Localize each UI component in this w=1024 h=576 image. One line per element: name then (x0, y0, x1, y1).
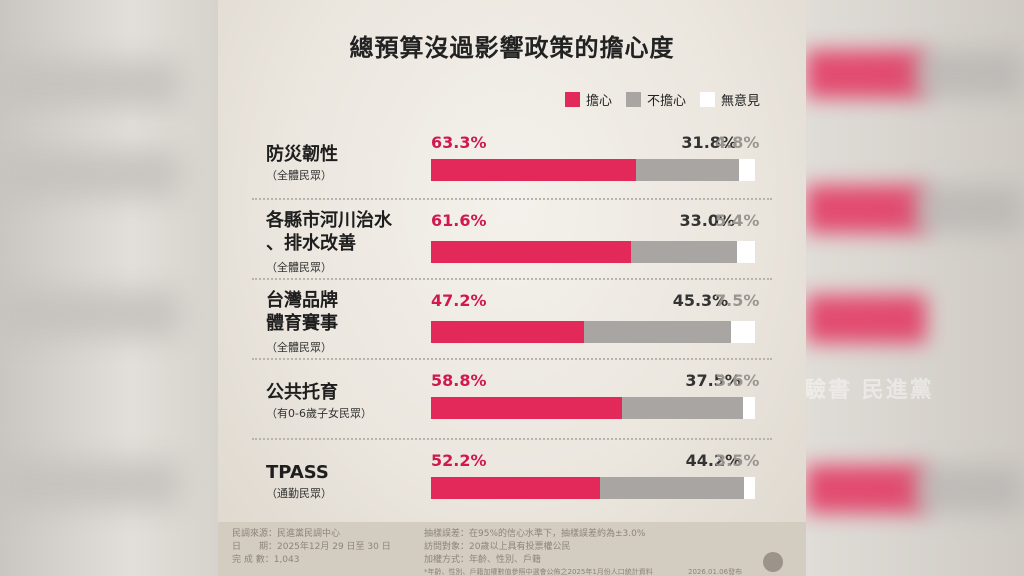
row-divider (252, 278, 772, 280)
bar-segment-worried (431, 241, 631, 263)
data-label-not-worried: 37.5% (685, 371, 741, 390)
data-label-worried: 47.2% (431, 291, 487, 310)
data-label-not-worried: 31.8% (681, 133, 737, 152)
stacked-bar (431, 477, 755, 499)
background-left (0, 0, 218, 576)
data-label-not-worried: 44.2% (685, 451, 742, 470)
stacked-bar (431, 159, 755, 181)
category-label: 台灣品牌 體育賽事 (266, 290, 338, 334)
data-label-no-opinion: 4.8% (715, 133, 760, 152)
legend-swatch (625, 92, 641, 107)
legend-swatch (564, 92, 580, 107)
legend-label: 無意見 (720, 94, 760, 109)
blurred-shape (0, 460, 180, 508)
bar-segment-no-opinion (737, 241, 755, 263)
data-label-worried: 52.2% (431, 451, 487, 470)
data-label-no-opinion: 3.6% (715, 371, 760, 390)
bar-segment-worried (431, 321, 584, 343)
blurred-shape (916, 50, 1024, 98)
footer-sample: 完 成 數：1,043 (232, 555, 300, 565)
data-label-no-opinion: 5.4% (715, 211, 760, 230)
blurred-shape (916, 185, 1024, 233)
bar-segment-no-opinion (739, 159, 755, 181)
logo-icon (763, 552, 783, 572)
stacked-bar (431, 241, 755, 263)
legend-label: 擔心 (585, 94, 612, 109)
row-divider (252, 198, 772, 200)
row-divider (252, 358, 772, 360)
bar-segment-no-opinion (730, 321, 755, 343)
bar-segment-not-worried (621, 397, 744, 419)
category-subgroup: （全體民眾） (266, 341, 332, 354)
footer-published: 2026.01.06發布 (688, 568, 743, 576)
data-label-worried: 63.3% (431, 133, 487, 152)
bar-segment-not-worried (636, 159, 740, 181)
legend-item-no-opinion: 無意見 (699, 90, 760, 109)
legend-item-not-worried: 不擔心 (625, 90, 686, 109)
footer-weighting: 加權方式：年齡、性別、戶籍 (424, 555, 542, 565)
blurred-bar (806, 50, 926, 98)
blurred-bar (806, 465, 926, 513)
data-label-not-worried: 45.3% (672, 291, 729, 310)
data-label-worried: 61.6% (431, 211, 487, 230)
category-label: 各縣市河川治水 、排水改善 (266, 210, 392, 254)
footer-note: *年齡、性別、戶籍加權數值參照中選會公佈之2025年1月份人口統計資料 (424, 568, 653, 576)
bar-segment-no-opinion (743, 477, 755, 499)
data-label-not-worried: 33.0% (679, 211, 736, 230)
blurred-shape (0, 290, 180, 338)
legend: 擔心 不擔心 無意見 (564, 90, 760, 109)
data-label-worried: 58.8% (431, 371, 487, 390)
category-subgroup: （全體民眾） (266, 169, 332, 182)
data-label-no-opinion: 3.5% (715, 451, 760, 470)
background-right (806, 0, 1024, 576)
legend-label: 不擔心 (646, 94, 686, 109)
legend-swatch (699, 92, 715, 107)
category-subgroup: （有0-6歲子女民眾） (266, 407, 372, 420)
category-subgroup: （全體民眾） (266, 261, 332, 274)
blurred-shape (916, 465, 1024, 513)
bar-segment-worried (431, 397, 622, 419)
bar-segment-worried (431, 159, 637, 181)
blurred-shape (0, 60, 180, 108)
footer-error: 抽樣誤差：在95%的信心水準下，抽樣誤差約為±3.0% (424, 529, 646, 539)
category-label: 公共托育 (266, 382, 338, 403)
bar-segment-not-worried (600, 477, 744, 499)
stacked-bar (431, 397, 755, 419)
bar-segment-not-worried (583, 321, 731, 343)
category-label: 防災韌性 (266, 144, 338, 165)
footer-date: 日 期：2025年12月 29 日至 30 日 (232, 542, 391, 552)
footer-target: 訪問對象：20歲以上具有投票權公民 (424, 542, 571, 552)
category-subgroup: （通勤民眾） (266, 487, 332, 500)
footer: 民調來源：民進黨民調中心 日 期：2025年12月 29 日至 30 日 完 成… (218, 522, 806, 576)
chart-card: 總預算沒過影響政策的擔心度 擔心 不擔心 無意見 防災韌性 （全體民眾） 63.3%… (218, 0, 806, 576)
legend-item-worried: 擔心 (564, 90, 612, 109)
footer-source: 民調來源：民進黨民調中心 (232, 529, 341, 539)
stacked-bar (431, 321, 755, 343)
bar-segment-no-opinion (743, 397, 755, 419)
blurred-bar (806, 295, 926, 343)
data-label-no-opinion: 7.5% (715, 291, 760, 310)
bar-segment-worried (431, 477, 601, 499)
bar-segment-not-worried (630, 241, 738, 263)
category-label: TPASS (266, 462, 329, 483)
blurred-shape (0, 150, 180, 198)
chart-title: 總預算沒過影響政策的擔心度 (349, 34, 675, 62)
blurred-bar (806, 185, 926, 233)
row-divider (252, 438, 772, 440)
